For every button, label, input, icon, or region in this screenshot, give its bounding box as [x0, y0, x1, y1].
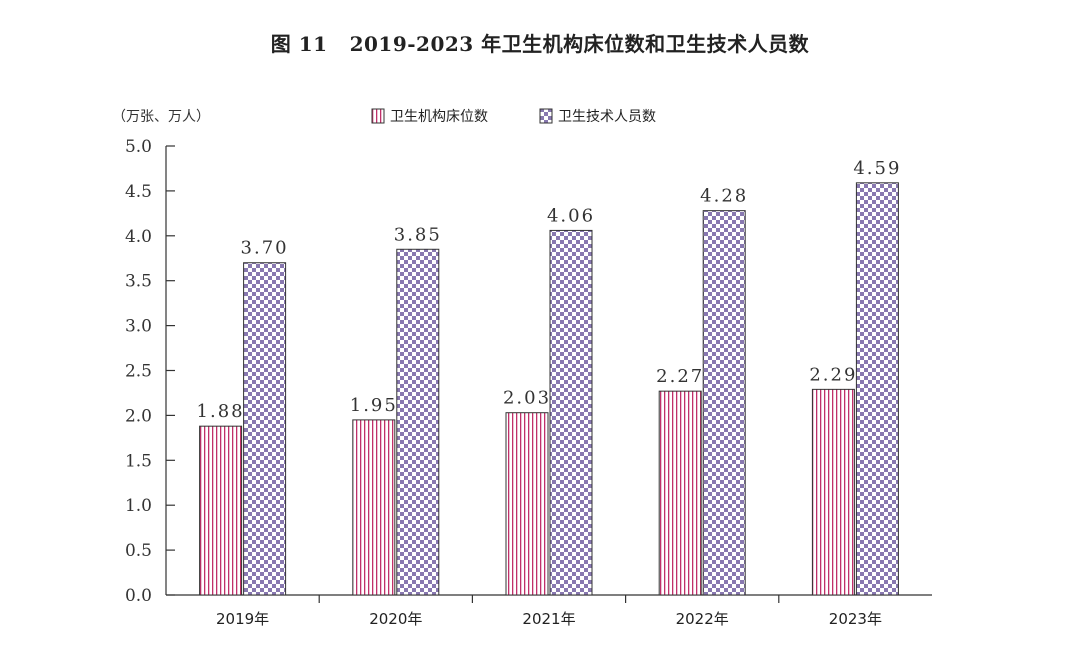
bar-beds	[811, 388, 855, 596]
y-tick-label: 3.5	[125, 272, 152, 292]
data-label: 2.27	[656, 366, 704, 387]
y-tick-label: 4.0	[125, 227, 152, 247]
legend-label-beds: 卫生机构床位数	[390, 109, 488, 125]
bars	[199, 182, 899, 596]
data-label: 1.95	[350, 395, 398, 416]
y-tick-label: 2.0	[125, 406, 152, 426]
bar-beds	[505, 412, 549, 596]
x-category-label: 2019年	[216, 610, 269, 628]
y-tick-label: 5.0	[125, 137, 152, 157]
legend-label-staff: 卫生技术人员数	[558, 109, 656, 125]
x-category-label: 2020年	[369, 610, 422, 628]
legend: 卫生机构床位数 卫生技术人员数	[371, 108, 656, 125]
data-label: 1.88	[197, 401, 245, 422]
y-axis-ticks: 0.0 0.5 1.0 1.5 2.0 2.5 3.0 3.5 4.0 4.5 5.0	[125, 137, 175, 606]
y-axis-unit-label: （万张、万人）	[112, 109, 210, 125]
chart-title-text: 2019-2023 年卫生机构床位数和卫生技术人员数	[349, 32, 810, 56]
data-label: 4.06	[547, 205, 595, 226]
y-tick-label: 3.0	[125, 317, 152, 337]
bar-staff	[855, 182, 899, 596]
data-label: 4.59	[853, 158, 901, 179]
data-label: 2.03	[503, 388, 551, 409]
x-category-label: 2023年	[829, 610, 882, 628]
y-tick-label: 4.5	[125, 182, 152, 202]
bar-beds	[658, 390, 702, 596]
y-tick-label: 0.0	[125, 586, 152, 606]
data-label: 4.28	[700, 186, 748, 207]
legend-swatch-beds	[371, 108, 385, 124]
data-label: 3.70	[241, 238, 289, 259]
figure-number: 图 11	[270, 32, 328, 56]
bar-beds	[199, 425, 243, 596]
x-category-label: 2021年	[522, 610, 575, 628]
y-tick-label: 2.5	[125, 362, 152, 382]
legend-swatch-staff	[539, 108, 553, 124]
chart-title: 图 11 2019-2023 年卫生机构床位数和卫生技术人员数	[0, 28, 1080, 57]
bar-staff	[243, 262, 287, 596]
bar-staff	[396, 248, 440, 596]
data-label: 3.85	[394, 224, 442, 245]
x-axis-ticks: 2019年 2020年 2021年 2022年 2023年	[216, 595, 882, 628]
bar-staff	[702, 210, 746, 596]
data-label: 2.29	[809, 364, 857, 385]
data-labels: 1.88 3.70 1.95 3.85 2.03 4.06 2.27 4.28 2.29 4.59	[197, 158, 901, 422]
y-tick-label: 1.5	[125, 451, 152, 471]
bar-beds	[352, 419, 396, 596]
y-tick-label: 1.0	[125, 496, 152, 516]
y-tick-label: 0.5	[125, 541, 152, 561]
bar-staff	[549, 229, 593, 596]
x-category-label: 2022年	[676, 610, 729, 628]
